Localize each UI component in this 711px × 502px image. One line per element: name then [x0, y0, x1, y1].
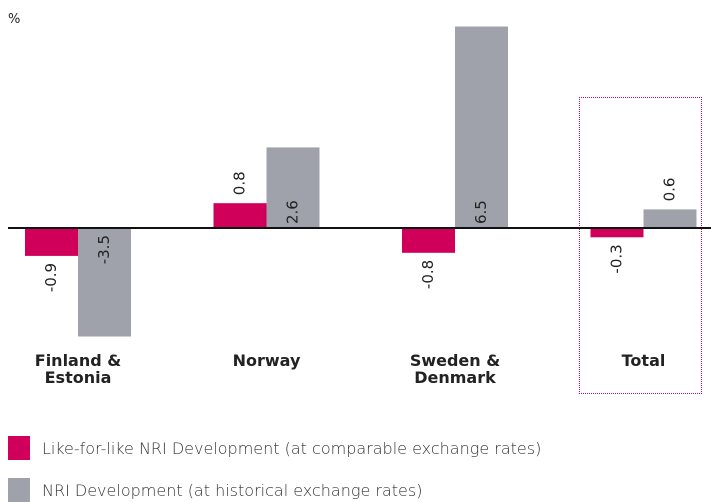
value-label: 0.6	[661, 178, 679, 202]
legend-swatch	[8, 478, 30, 502]
bar	[25, 228, 78, 256]
x-tick-label: Total	[621, 351, 666, 370]
bar	[402, 228, 455, 253]
x-tick-label: Norway	[232, 351, 301, 370]
value-label: 6.5	[472, 200, 490, 224]
legend-swatch	[8, 436, 30, 460]
bar	[213, 203, 267, 228]
bar	[455, 26, 508, 228]
legend-item: NRI Development (at historical exchange …	[8, 478, 422, 502]
value-label: -0.8	[419, 260, 437, 289]
value-label: -0.9	[42, 263, 60, 292]
value-label: -3.5	[95, 235, 113, 264]
legend-label: Like-for-like NRI Development (at compar…	[42, 438, 542, 458]
x-tick-label: Finland & Estonia	[34, 351, 122, 387]
value-label: 2.6	[284, 200, 302, 224]
x-tick-label: Sweden & Denmark	[409, 351, 501, 387]
value-label: -0.3	[608, 244, 626, 273]
bar	[266, 147, 320, 228]
unit-label: %	[8, 12, 21, 27]
bar	[643, 209, 697, 228]
bar	[590, 228, 644, 238]
highlight-box	[579, 97, 702, 394]
legend-label: NRI Development (at historical exchange …	[42, 480, 423, 500]
value-label: 0.8	[231, 171, 249, 195]
legend-item: Like-for-like NRI Development (at compar…	[8, 436, 541, 460]
bar	[78, 228, 131, 337]
